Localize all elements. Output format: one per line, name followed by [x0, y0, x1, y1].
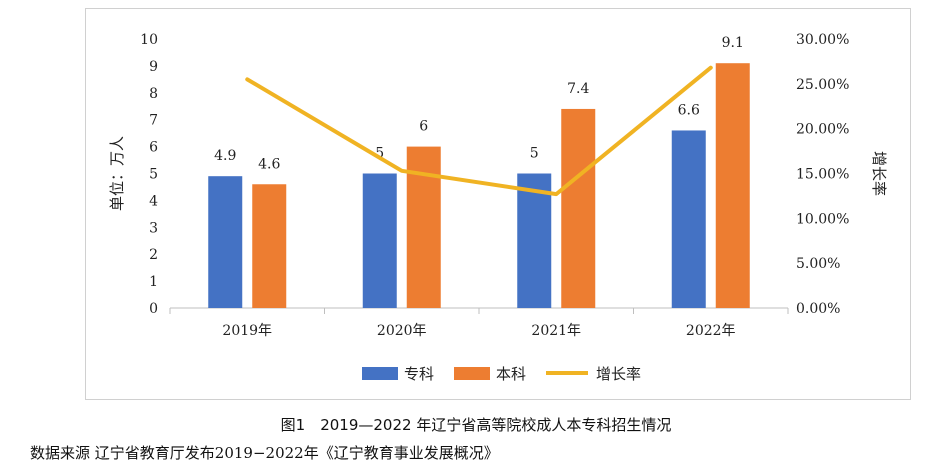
y-tick-label: 6 — [149, 140, 158, 156]
bar-benke — [715, 63, 750, 309]
bar-zhuanke — [362, 173, 397, 308]
y-right-axis-title: 增长率 — [870, 151, 888, 196]
legend-label: 本科 — [496, 365, 526, 383]
y-tick-label: 5 — [149, 167, 158, 183]
x-tick-label: 2021年 — [531, 323, 581, 339]
legend-label: 专科 — [404, 365, 434, 383]
bar-zhuanke — [517, 173, 552, 308]
bar-zhuanke — [208, 176, 243, 308]
source-suffix: 年《辽宁教育事业发展概况》 — [303, 444, 499, 462]
bar-benke — [561, 108, 596, 308]
legend-swatch — [454, 367, 490, 380]
y-tick-label: 3 — [149, 220, 158, 236]
data-label: 6 — [419, 119, 428, 135]
growth-rate-line — [245, 65, 713, 197]
y-tick-label: 2 — [149, 247, 158, 263]
figure-caption: 图1 2019—2022 年辽宁省高等院校成人本专科招生情况 — [280, 416, 672, 434]
y-tick-label: 4 — [149, 193, 158, 209]
data-label: 6.6 — [678, 102, 700, 118]
y-right-tick-label: 15.00% — [796, 167, 849, 183]
data-label: 4.9 — [214, 148, 236, 164]
y-tick-label: 1 — [149, 274, 158, 290]
source-years: 2019−2022 — [214, 444, 304, 462]
y-tick-label: 8 — [149, 86, 158, 102]
y-axis-title: 单位：万人 — [108, 136, 126, 211]
y-right-tick-label: 20.00% — [796, 122, 849, 138]
data-label: 9.1 — [722, 35, 744, 51]
x-tick-label: 2022年 — [686, 323, 736, 339]
data-label: 4.6 — [258, 156, 280, 172]
data-label: 7.4 — [567, 81, 589, 97]
chart-frame — [85, 8, 911, 400]
y-tick-label: 10 — [140, 32, 158, 48]
y-right-tick-label: 25.00% — [796, 77, 849, 93]
bar-benke — [252, 184, 287, 308]
y-right-tick-label: 5.00% — [796, 256, 840, 272]
legend-swatch — [362, 367, 398, 380]
data-source: 数据来源 辽宁省教育厅发布2019−2022年《辽宁教育事业发展概况》 — [30, 442, 499, 463]
y-right-tick-label: 30.00% — [796, 32, 849, 48]
x-tick-label: 2020年 — [377, 323, 427, 339]
y-right-tick-label: 10.00% — [796, 211, 849, 227]
x-tick-label: 2019年 — [222, 323, 272, 339]
y-tick-label: 9 — [149, 59, 158, 75]
chart: 0 1 2 3 4 5 6 7 8 9 10 0.00% 5.00% 10.00% 15.00% 20.00%… — [108, 32, 888, 383]
data-label: 5 — [530, 146, 539, 162]
bar-zhuanke — [671, 130, 706, 308]
y-tick-label: 0 — [149, 301, 158, 317]
data-label: 5 — [375, 146, 384, 162]
legend-label: 增长率 — [596, 365, 641, 383]
source-prefix: 数据来源 辽宁省教育厅发布 — [30, 444, 215, 462]
y-tick-label: 7 — [149, 113, 158, 129]
y-right-tick-label: 0.00% — [796, 301, 840, 317]
